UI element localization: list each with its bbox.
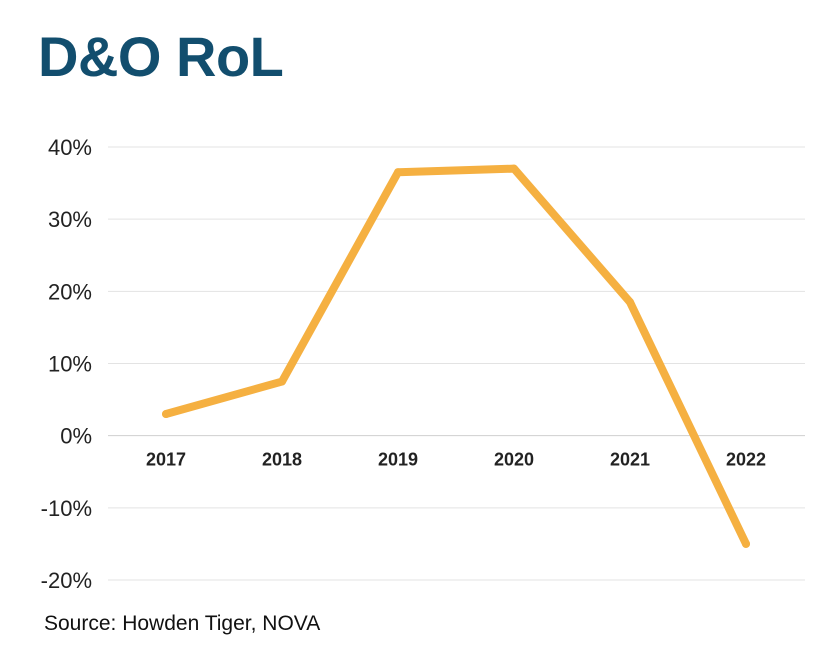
y-tick-label: 0% xyxy=(60,424,92,449)
x-tick-label: 2020 xyxy=(494,450,534,470)
y-tick-label: 10% xyxy=(48,352,92,377)
x-tick-label: 2022 xyxy=(726,450,766,470)
y-tick-label: 20% xyxy=(48,279,92,304)
grid-lines xyxy=(108,146,805,581)
chart-title: D&O RoL xyxy=(38,25,284,88)
data-point xyxy=(626,298,634,307)
x-tick-label: 2021 xyxy=(610,450,650,470)
source-note: Source: Howden Tiger, NOVA xyxy=(44,612,321,635)
y-tick-label: 40% xyxy=(48,135,92,160)
x-axis-ticks: 2017 2018 2019 2020 2021 2022 xyxy=(146,450,766,470)
x-tick-label: 2018 xyxy=(262,450,302,470)
y-axis-ticks: 40% 30% 20% 10% 0% -10% -20% xyxy=(41,135,92,593)
y-tick-label: -10% xyxy=(41,496,92,521)
x-tick-label: 2017 xyxy=(146,450,186,470)
data-point xyxy=(394,168,402,177)
series-line xyxy=(162,164,750,548)
data-point xyxy=(510,164,518,173)
data-point xyxy=(742,539,750,548)
series-lines xyxy=(162,164,750,548)
x-tick-label: 2019 xyxy=(378,450,418,470)
data-point xyxy=(162,410,170,419)
y-tick-label: -20% xyxy=(41,568,92,593)
data-point xyxy=(278,377,286,386)
y-tick-label: 30% xyxy=(48,207,92,232)
